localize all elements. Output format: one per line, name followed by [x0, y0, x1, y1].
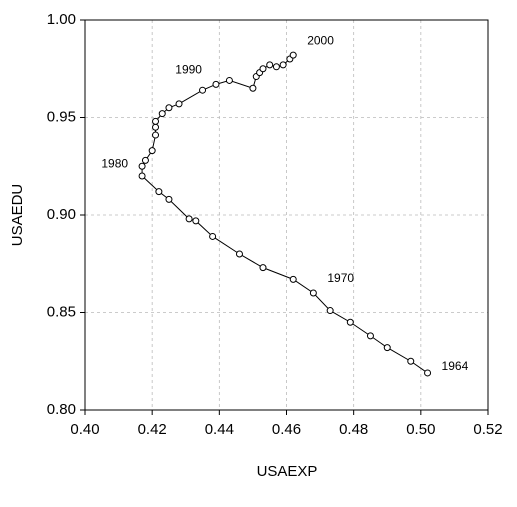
- data-point: [155, 188, 163, 196]
- y-tick-label: 0.90: [47, 206, 76, 223]
- y-tick-label: 1.00: [47, 11, 76, 28]
- point-label: 1964: [442, 359, 469, 373]
- data-point: [192, 217, 200, 225]
- x-tick-label: 0.48: [339, 421, 368, 438]
- data-point: [424, 369, 432, 377]
- data-point: [289, 275, 297, 283]
- y-tick-label: 0.85: [47, 303, 76, 320]
- data-point: [138, 162, 146, 170]
- data-point: [152, 131, 160, 139]
- plot-frame: [84, 19, 489, 411]
- data-point: [158, 110, 166, 118]
- x-tick-label: 0.40: [70, 421, 99, 438]
- y-tick-label: 0.80: [47, 401, 76, 418]
- point-label: 2000: [307, 33, 334, 47]
- x-tick-label: 0.42: [138, 421, 167, 438]
- data-point: [199, 86, 207, 94]
- data-point: [141, 156, 149, 164]
- data-point: [383, 344, 391, 352]
- data-point: [249, 84, 257, 92]
- x-tick-label: 0.50: [406, 421, 435, 438]
- data-point: [266, 61, 274, 69]
- data-point: [366, 332, 374, 340]
- data-point: [152, 117, 160, 125]
- data-point: [309, 289, 317, 297]
- data-point: [346, 318, 354, 326]
- data-point: [326, 307, 334, 315]
- data-point: [259, 65, 267, 73]
- data-point: [259, 264, 267, 272]
- data-point: [272, 63, 280, 71]
- data-point: [235, 250, 243, 258]
- data-point: [138, 172, 146, 180]
- y-axis-title: USAEDU: [9, 184, 26, 247]
- y-tick-label: 0.95: [47, 108, 76, 125]
- data-point: [289, 51, 297, 59]
- data-point: [209, 232, 217, 240]
- data-point: [225, 76, 233, 84]
- data-point: [279, 61, 287, 69]
- data-point: [165, 104, 173, 112]
- data-point: [175, 100, 183, 108]
- point-label: 1990: [175, 63, 202, 77]
- data-point: [165, 195, 173, 203]
- x-tick-label: 0.46: [272, 421, 301, 438]
- x-tick-label: 0.52: [473, 421, 502, 438]
- data-point: [185, 215, 193, 223]
- data-point: [212, 80, 220, 88]
- x-axis-title: USAEXP: [257, 463, 318, 480]
- data-point: [407, 357, 415, 365]
- data-point: [148, 147, 156, 155]
- data-line: [141, 54, 428, 374]
- data-point: [152, 123, 160, 131]
- x-tick-label: 0.44: [205, 421, 234, 438]
- point-label: 1980: [101, 156, 128, 170]
- point-label: 1970: [327, 271, 354, 285]
